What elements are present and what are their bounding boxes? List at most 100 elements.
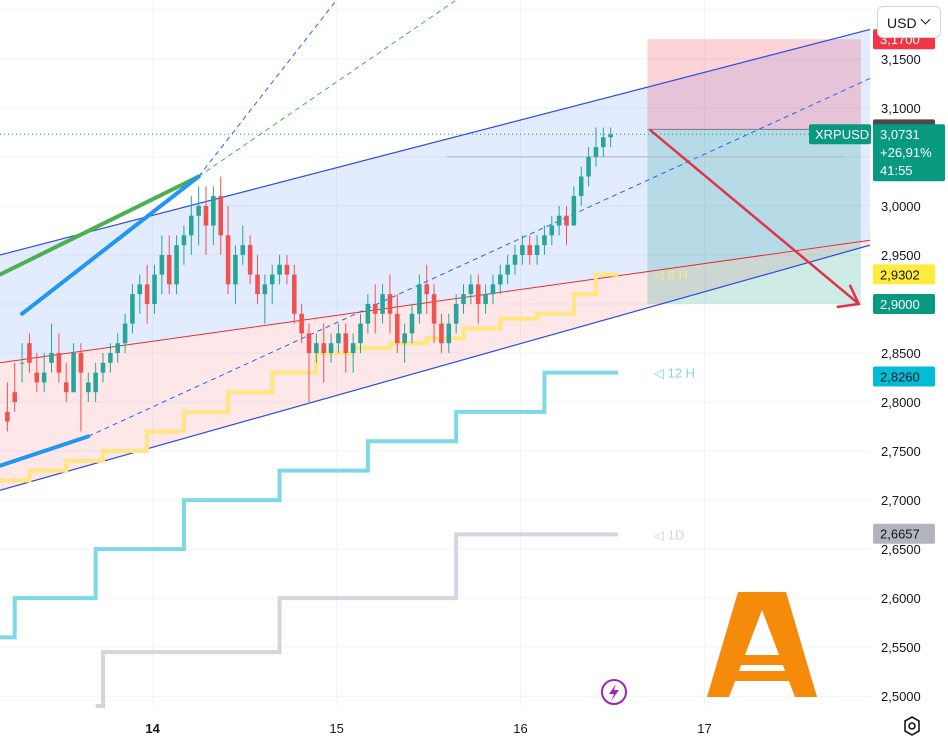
candle-body (262, 284, 268, 295)
candle-body (93, 372, 98, 393)
y-tick-label: 2,8500 (881, 346, 921, 361)
candle-body (343, 333, 349, 353)
candle-body (365, 303, 371, 324)
candle-body (71, 353, 76, 393)
x-tick-label: 17 (697, 721, 711, 736)
candle-body (564, 215, 569, 226)
dashed-projection (198, 0, 457, 177)
logo-A-watermark (707, 592, 817, 697)
y-tick-label: 3,1000 (881, 101, 921, 116)
candle-body (549, 225, 555, 236)
moving-average-ma_6h (0, 272, 619, 483)
candle-body (86, 382, 91, 393)
badge-target-bottom-bg (873, 293, 935, 314)
ma-label: ◁ 6 H (654, 268, 688, 283)
candle-body (527, 245, 533, 255)
candle-body (306, 333, 312, 353)
candle-body (446, 323, 452, 344)
y-tick-label: 2,5500 (881, 640, 921, 655)
candle-body (292, 274, 297, 314)
badge-ma-12h-bg (873, 366, 935, 387)
candle-body (63, 382, 69, 393)
channel-and-position-zones (0, 29, 870, 491)
candle-body (498, 274, 503, 285)
candle-body (409, 313, 415, 334)
y-tick-label: 3,1500 (881, 52, 921, 67)
candle-body (556, 215, 562, 226)
candle-body (534, 245, 540, 255)
candle-body (203, 205, 209, 226)
candle-body (380, 294, 385, 314)
candle-body (181, 235, 187, 246)
candle-body (27, 343, 32, 363)
candle-body (218, 196, 223, 236)
channel-lower-zone (0, 240, 870, 491)
candle-body (483, 294, 488, 304)
gear-icon[interactable] (902, 716, 922, 736)
symbol-label: XRPUSD (815, 127, 869, 142)
candle-body (49, 353, 54, 363)
candle-body (468, 284, 474, 295)
candle-body (196, 205, 201, 216)
candle-body (247, 245, 253, 275)
price-axis[interactable]: 3,20003,15003,10003,05003,00002,95002,90… (881, 3, 921, 704)
candle-body (137, 284, 143, 295)
lightning-icon[interactable] (601, 679, 627, 705)
forecast-arrow (648, 128, 860, 305)
y-tick-label: 2,8000 (881, 395, 921, 410)
candle-body (542, 235, 547, 246)
trendline-blue (0, 434, 91, 468)
moving-average-ma_12h (0, 370, 619, 640)
candle-body (601, 137, 606, 148)
stop-loss-zone (647, 39, 861, 130)
candle-body (328, 343, 334, 353)
dashed-projection (198, 0, 337, 177)
candle-body (115, 343, 120, 353)
candle-body (350, 343, 356, 353)
currency-selector[interactable]: USD (877, 6, 941, 38)
trendline-green (0, 174, 201, 277)
badge-target-bottom: 2,9000 (880, 297, 920, 312)
candle-body (431, 294, 437, 324)
candle-body (56, 353, 62, 373)
candle-body (144, 284, 150, 304)
currency-label: USD (887, 15, 917, 31)
candle-body (475, 284, 481, 304)
y-tick-label: 3,0000 (881, 199, 921, 214)
symbol-label-bg (809, 124, 871, 145)
candle-body (490, 284, 496, 295)
y-tick-label: 2,6000 (881, 591, 921, 606)
candle-body (571, 196, 577, 226)
candle-body (269, 274, 275, 285)
candle-body (240, 245, 246, 255)
candle-body (233, 254, 238, 285)
badge-ma-12h: 2,8260 (880, 370, 920, 385)
moving-average-ma_1d (95, 532, 619, 708)
candle-body (284, 264, 290, 275)
ma-label: ◁ 12 H (654, 366, 695, 381)
candle-body (100, 362, 106, 373)
candle-body (453, 303, 459, 324)
forecast-arrowhead (836, 284, 861, 309)
badge-ma-6h-bg (873, 264, 935, 285)
candle-body (130, 294, 135, 324)
candle-body (159, 254, 165, 275)
candle-body (211, 196, 216, 226)
badge-ma-6h: 2,9302 (880, 267, 920, 282)
candle-body (108, 353, 113, 363)
y-tick-label: 2,7000 (881, 493, 921, 508)
candlesticks (5, 127, 613, 432)
trendline-blue (20, 174, 201, 316)
candle-body (402, 333, 407, 344)
time-axis[interactable]: 14 15 16 17 (145, 721, 711, 736)
candle-body (189, 215, 194, 236)
candle-body (122, 323, 128, 344)
candle-body (358, 323, 363, 344)
candle-body (439, 323, 444, 344)
candle-body (505, 264, 510, 275)
candle-body (314, 343, 319, 353)
candle-body (166, 254, 172, 285)
x-tick-label: 16 (513, 721, 527, 736)
candle-body (41, 372, 47, 383)
